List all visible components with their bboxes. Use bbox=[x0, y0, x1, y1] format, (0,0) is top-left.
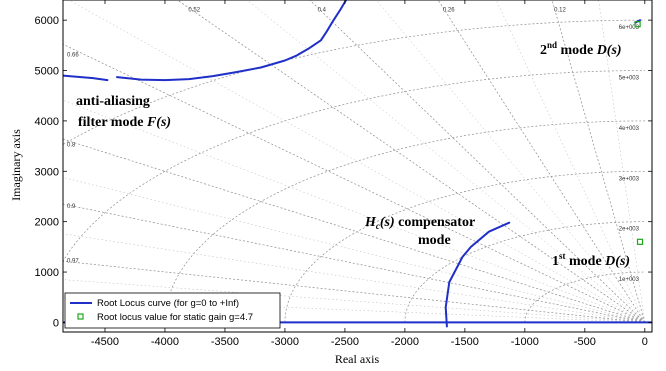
y-tick-label-2: 2000 bbox=[35, 217, 59, 229]
plot-background bbox=[63, 0, 652, 332]
annotation-compensator: Hc(s) compensator mode bbox=[364, 215, 475, 248]
x-tick-label-0: -4500 bbox=[91, 336, 119, 348]
locus-branch-0 bbox=[63, 74, 109, 82]
damping-ray-5 bbox=[309, 0, 646, 323]
frequency-label-2: 3e+003 bbox=[619, 176, 640, 182]
frequency-arc-0 bbox=[524, 271, 645, 323]
annotation-compensator-line1: Hc(s) compensator bbox=[364, 215, 475, 231]
frequency-arc-5 bbox=[63, 19, 645, 145]
gain-marker-0 bbox=[636, 238, 644, 245]
y-axis-label: Imaginary axis bbox=[9, 129, 23, 201]
locus-branch-1 bbox=[116, 0, 348, 82]
frequency-arc-2 bbox=[284, 170, 645, 323]
y-tick-label-0: 0 bbox=[53, 317, 59, 329]
locus-branch-2 bbox=[444, 221, 511, 328]
annotation-second-mode-text: 2nd mode D(s) bbox=[540, 40, 622, 58]
damping-label-4: 0.52 bbox=[188, 8, 200, 14]
axis-ticks: -4500 -4000 -3500 -3000 -2500 -2000 -1500 -1000… bbox=[35, 0, 652, 348]
x-axis-label: Real axis bbox=[335, 352, 380, 366]
y-tick-label-4: 4000 bbox=[35, 116, 59, 128]
legend-entry-locus: Root Locus curve (for g=0 to +Inf) bbox=[97, 298, 239, 309]
x-tick-label-3: -3000 bbox=[271, 336, 299, 348]
damping-ray-minor-2 bbox=[63, 233, 645, 323]
x-tick-label-1: -4000 bbox=[151, 336, 179, 348]
x-tick-label-8: -500 bbox=[574, 336, 596, 348]
y-tick-label-3: 3000 bbox=[35, 166, 59, 178]
damping-label-0: 0.97 bbox=[67, 258, 79, 264]
frequency-label-5: 6e+003 bbox=[619, 25, 640, 31]
frequency-label-3: 4e+003 bbox=[619, 126, 640, 132]
damping-ray-1 bbox=[63, 203, 645, 323]
annotation-second-mode: 2nd mode D(s) bbox=[540, 40, 622, 58]
legend: Root Locus curve (for g=0 to +Inf) Root … bbox=[64, 292, 281, 329]
damping-label-2: 0.8 bbox=[67, 143, 76, 149]
damping-label-7: 0.12 bbox=[554, 8, 566, 14]
frequency-arc-1 bbox=[404, 221, 645, 323]
y-tick-label-6: 6000 bbox=[35, 15, 59, 27]
legend-box bbox=[64, 292, 281, 329]
legend-entry-gain: Root locus value for static gain g=4.7 bbox=[97, 312, 253, 323]
damping-label-6: 0.26 bbox=[443, 8, 455, 14]
damping-label-1: 0.9 bbox=[67, 204, 76, 210]
x-tick-label-2: -3500 bbox=[211, 336, 239, 348]
annotation-anti-aliasing-line2: filter mode F(s) bbox=[78, 115, 171, 130]
y-tick-label-1: 1000 bbox=[35, 267, 59, 279]
damping-frequency-grid: 0.97 0.9 0.8 0.66 0.52 0.4 0.26 0.12 1e+003 2e+00… bbox=[63, 0, 646, 323]
frequency-label-0: 1e+003 bbox=[619, 277, 640, 283]
frequency-label-4: 5e+003 bbox=[619, 76, 640, 82]
annotation-first-mode: 1st mode D(s) bbox=[552, 251, 630, 269]
x-tick-label-9: 0 bbox=[642, 336, 648, 348]
x-tick-label-6: -1500 bbox=[451, 336, 479, 348]
gain-marker-1 bbox=[634, 21, 641, 28]
frequency-label-1: 2e+003 bbox=[619, 227, 640, 233]
annotation-first-mode-text: 1st mode D(s) bbox=[552, 251, 630, 269]
frequency-arc-3 bbox=[164, 120, 645, 323]
x-tick-label-4: -2500 bbox=[331, 336, 359, 348]
damping-label-5: 0.4 bbox=[318, 8, 327, 14]
x-tick-label-5: -2000 bbox=[391, 336, 419, 348]
damping-label-3: 0.66 bbox=[67, 53, 79, 59]
annotation-compensator-line2: mode bbox=[418, 233, 451, 248]
y-tick-label-5: 5000 bbox=[35, 66, 59, 78]
legend-marker-swatch bbox=[77, 313, 84, 320]
annotation-anti-aliasing-line1: anti-aliasing bbox=[76, 94, 150, 109]
damping-ray-minor-3 bbox=[63, 177, 645, 323]
x-tick-label-7: -1000 bbox=[511, 336, 539, 348]
annotation-anti-aliasing: anti-aliasing filter mode F(s) bbox=[76, 94, 171, 130]
plot-frame bbox=[62, 0, 653, 333]
